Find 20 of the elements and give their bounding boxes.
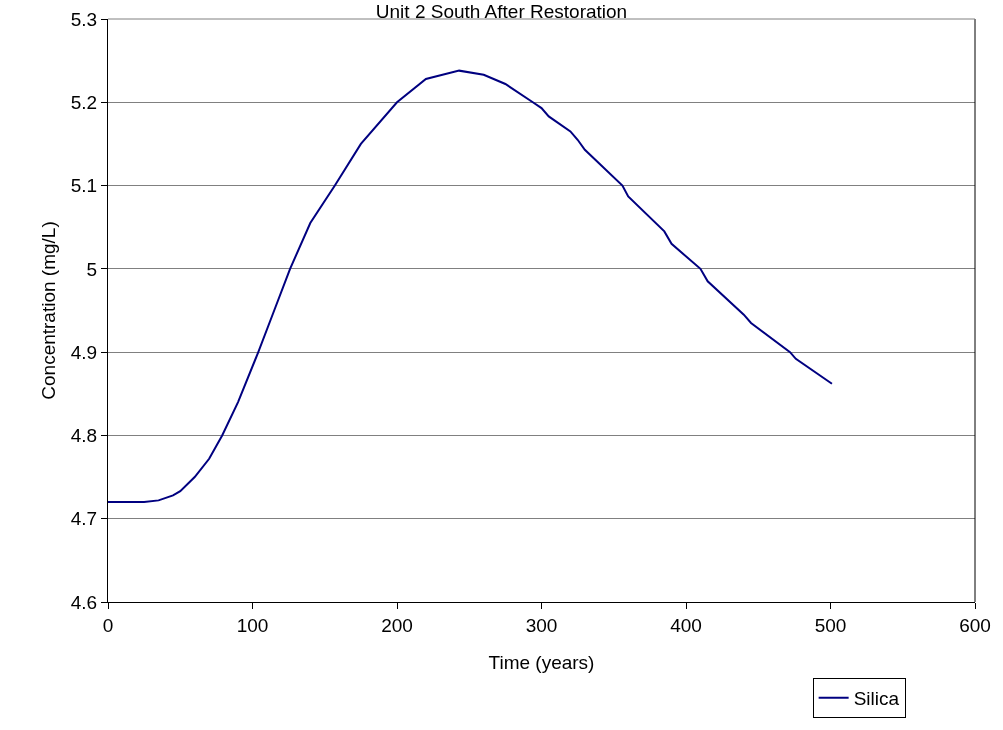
- x-tick-label: 0: [102, 614, 114, 636]
- y-tick-label: 4.8: [70, 425, 98, 447]
- x-tick-label: 400: [670, 614, 702, 636]
- y-tick-label: 5.2: [70, 91, 98, 113]
- legend-label: Silica: [853, 688, 900, 710]
- y-axis-title: Concentration (mg/L): [37, 221, 59, 400]
- y-tick-label: 5.3: [70, 8, 98, 30]
- line-series: [108, 69, 833, 504]
- x-tick-label: 600: [959, 614, 991, 636]
- x-tick-label: 100: [236, 614, 269, 636]
- x-tick-label: 300: [525, 614, 558, 636]
- chart-title: Unit 2 South After Restoration: [375, 1, 628, 23]
- y-tick-label: 5: [86, 258, 98, 280]
- x-tick-label: 500: [814, 614, 847, 636]
- y-tick-label: 4.9: [70, 341, 98, 363]
- y-tick-label: 5.1: [70, 175, 98, 197]
- x-tick-label: 200: [381, 614, 413, 636]
- y-tick-label: 4.7: [70, 508, 98, 530]
- x-axis-title: Time (years): [488, 652, 595, 673]
- y-tick-label: 4.6: [70, 591, 98, 613]
